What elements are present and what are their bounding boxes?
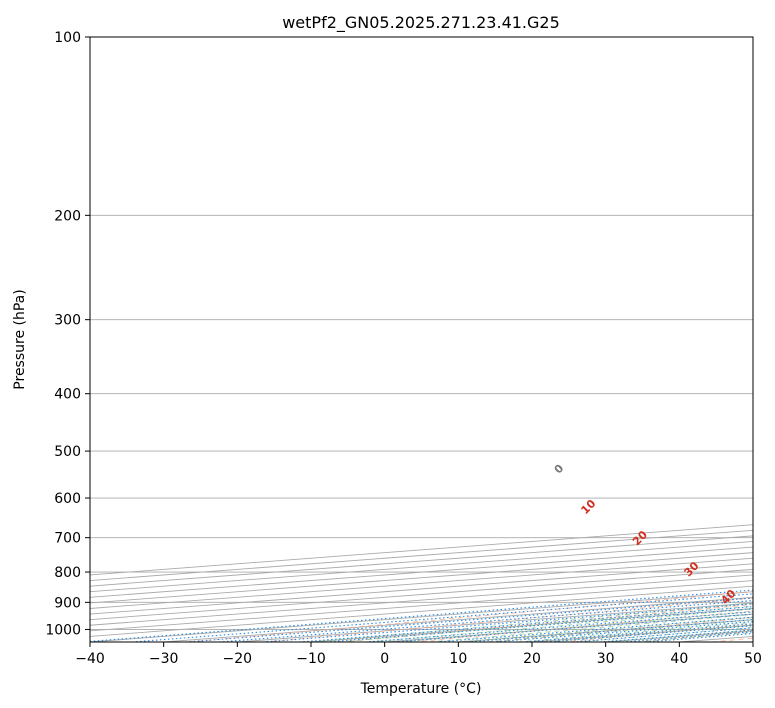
x-tick-label: 50 bbox=[744, 651, 762, 667]
x-tick-label: 0 bbox=[380, 651, 389, 667]
x-tick-label: −20 bbox=[223, 651, 253, 667]
y-tick-label: 900 bbox=[54, 595, 81, 611]
x-tick-label: −40 bbox=[75, 651, 105, 667]
x-tick-label: −30 bbox=[149, 651, 179, 667]
plot-frame bbox=[89, 36, 754, 643]
x-tick-label: −10 bbox=[296, 651, 326, 667]
x-axis-label: Temperature (°C) bbox=[360, 681, 482, 697]
isotherm-line bbox=[90, 524, 753, 576]
x-tick-label: 40 bbox=[670, 651, 688, 667]
y-tick-label: 200 bbox=[54, 208, 81, 224]
y-tick-label: 300 bbox=[54, 313, 81, 329]
x-tick-label: 30 bbox=[597, 651, 615, 667]
y-tick-label: 1000 bbox=[45, 622, 81, 638]
y-tick-label: 600 bbox=[54, 491, 81, 507]
chart-title: wetPf2_GN05.2025.271.23.41.G25 bbox=[282, 13, 560, 33]
y-tick-label: 400 bbox=[54, 387, 81, 403]
y-tick-label: 700 bbox=[54, 531, 81, 547]
mixing-ratio-line bbox=[326, 608, 753, 642]
y-axis-label: Pressure (hPa) bbox=[12, 289, 28, 389]
y-tick-label: 800 bbox=[54, 565, 81, 581]
axis-ticks: −40 −30 −20 −10 0 10 20 30 40 50 100 200 300 400 500 60… bbox=[45, 30, 762, 667]
x-tick-label: 20 bbox=[523, 651, 541, 667]
y-tick-label: 500 bbox=[54, 444, 81, 460]
x-tick-label: 10 bbox=[449, 651, 467, 667]
mixing-ratio-line bbox=[90, 589, 753, 642]
isotherm-line bbox=[90, 529, 753, 582]
y-tick-label: 100 bbox=[54, 30, 81, 46]
isotherm-line bbox=[90, 535, 753, 587]
